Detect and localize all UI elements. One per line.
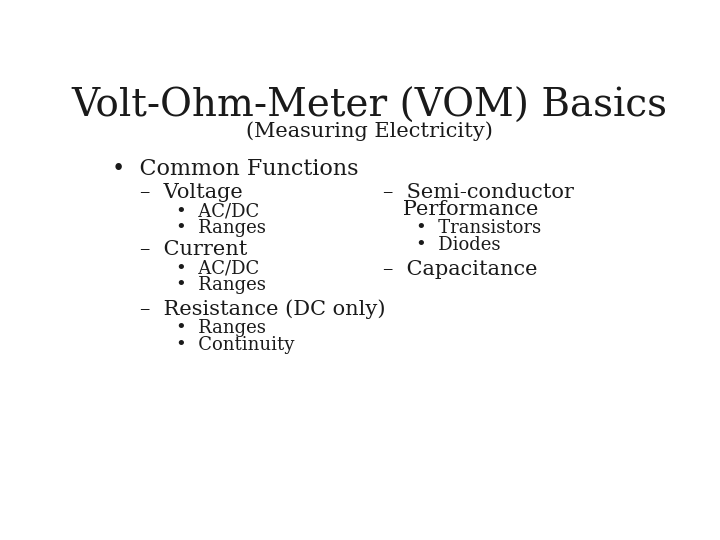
Text: •  Diodes: • Diodes bbox=[416, 236, 501, 254]
Text: •  Ranges: • Ranges bbox=[176, 319, 266, 338]
Text: •  Ranges: • Ranges bbox=[176, 219, 266, 238]
Text: (Measuring Electricity): (Measuring Electricity) bbox=[246, 121, 492, 140]
Text: •  Transistors: • Transistors bbox=[416, 219, 541, 238]
Text: –  Current: – Current bbox=[140, 240, 248, 259]
Text: –  Voltage: – Voltage bbox=[140, 183, 243, 202]
Text: •  AC/DC: • AC/DC bbox=[176, 203, 260, 221]
Text: •  Ranges: • Ranges bbox=[176, 276, 266, 294]
Text: Volt-Ohm-Meter (VOM) Basics: Volt-Ohm-Meter (VOM) Basics bbox=[71, 87, 667, 125]
Text: –  Resistance (DC only): – Resistance (DC only) bbox=[140, 300, 386, 319]
Text: –  Semi-conductor: – Semi-conductor bbox=[383, 183, 574, 202]
Text: •  Common Functions: • Common Functions bbox=[112, 158, 359, 180]
Text: •  Continuity: • Continuity bbox=[176, 336, 295, 354]
Text: •  AC/DC: • AC/DC bbox=[176, 260, 260, 278]
Text: –  Capacitance: – Capacitance bbox=[383, 260, 537, 279]
Text: Performance: Performance bbox=[383, 200, 539, 219]
